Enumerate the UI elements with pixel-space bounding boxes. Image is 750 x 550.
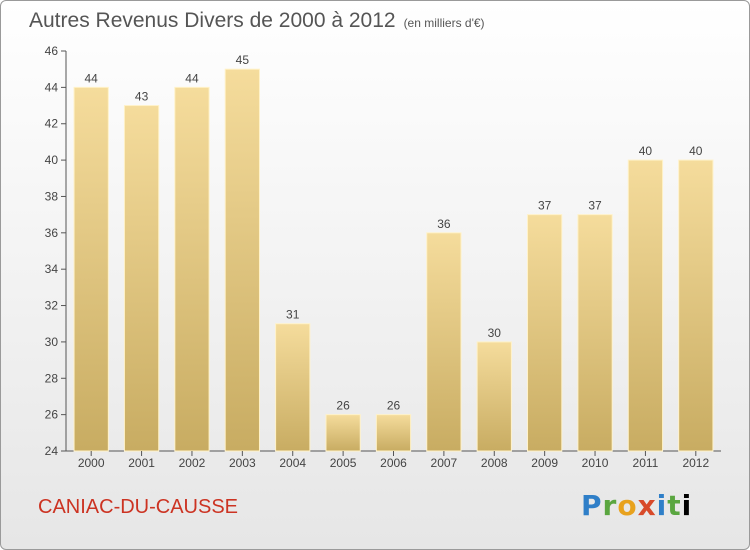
x-tick-label: 2002 [179, 456, 206, 470]
data-label: 40 [689, 144, 703, 158]
data-label: 37 [538, 199, 552, 213]
chart-unit: (en milliers d'€) [403, 16, 485, 30]
data-label: 31 [286, 308, 300, 322]
bar [375, 414, 412, 452]
bar [627, 159, 664, 452]
data-label: 45 [236, 53, 250, 67]
data-label: 26 [387, 399, 401, 413]
bar [577, 214, 613, 452]
x-tick-label: 2004 [279, 456, 306, 470]
chart-title-text: Autres Revenus Divers de 2000 à 2012 [29, 9, 396, 32]
x-tick-label: 2001 [128, 456, 155, 470]
x-tick-label: 2000 [78, 456, 105, 470]
y-tick-label: 24 [45, 444, 59, 458]
x-tick-label: 2005 [330, 456, 357, 470]
y-tick-label: 34 [45, 262, 59, 276]
data-label: 40 [639, 144, 653, 158]
data-label: 36 [437, 217, 451, 231]
y-tick-label: 40 [45, 153, 59, 167]
x-tick-label: 2011 [633, 456, 659, 470]
data-label: 30 [488, 326, 502, 340]
data-label: 26 [336, 399, 350, 413]
y-tick-label: 36 [45, 226, 59, 240]
data-label: 43 [135, 90, 149, 104]
bar [73, 86, 109, 452]
bar [123, 105, 160, 452]
y-tick-label: 30 [45, 335, 59, 349]
chart-title: Autres Revenus Divers de 2000 à 2012 (en … [29, 9, 485, 33]
bar [275, 323, 311, 452]
x-tick-label: 2007 [431, 456, 458, 470]
data-label: 44 [85, 71, 99, 85]
y-tick-label: 28 [45, 371, 59, 385]
x-tick-label: 2010 [582, 456, 609, 470]
x-tick-label: 2009 [531, 456, 558, 470]
x-tick-label: 2008 [481, 456, 508, 470]
y-tick-label: 42 [45, 117, 59, 131]
bar [476, 341, 512, 452]
x-tick-label: 2006 [380, 456, 407, 470]
x-tick-label: 2012 [682, 456, 709, 470]
proxiti-logo: Proxiti [581, 489, 693, 522]
y-tick-label: 38 [45, 189, 59, 203]
x-tick-label: 2003 [229, 456, 256, 470]
town-name: CANIAC-DU-CAUSSE [38, 496, 239, 518]
y-tick-label: 46 [45, 44, 59, 58]
data-label: 44 [185, 71, 199, 85]
bar [426, 232, 462, 452]
bar [527, 214, 563, 452]
y-tick-label: 26 [45, 408, 59, 422]
data-label: 37 [588, 199, 602, 213]
y-tick-label: 32 [45, 299, 59, 313]
y-tick-label: 44 [45, 80, 59, 94]
bar [174, 86, 210, 452]
bar [325, 414, 361, 452]
bar [678, 159, 714, 452]
bar [224, 68, 260, 452]
